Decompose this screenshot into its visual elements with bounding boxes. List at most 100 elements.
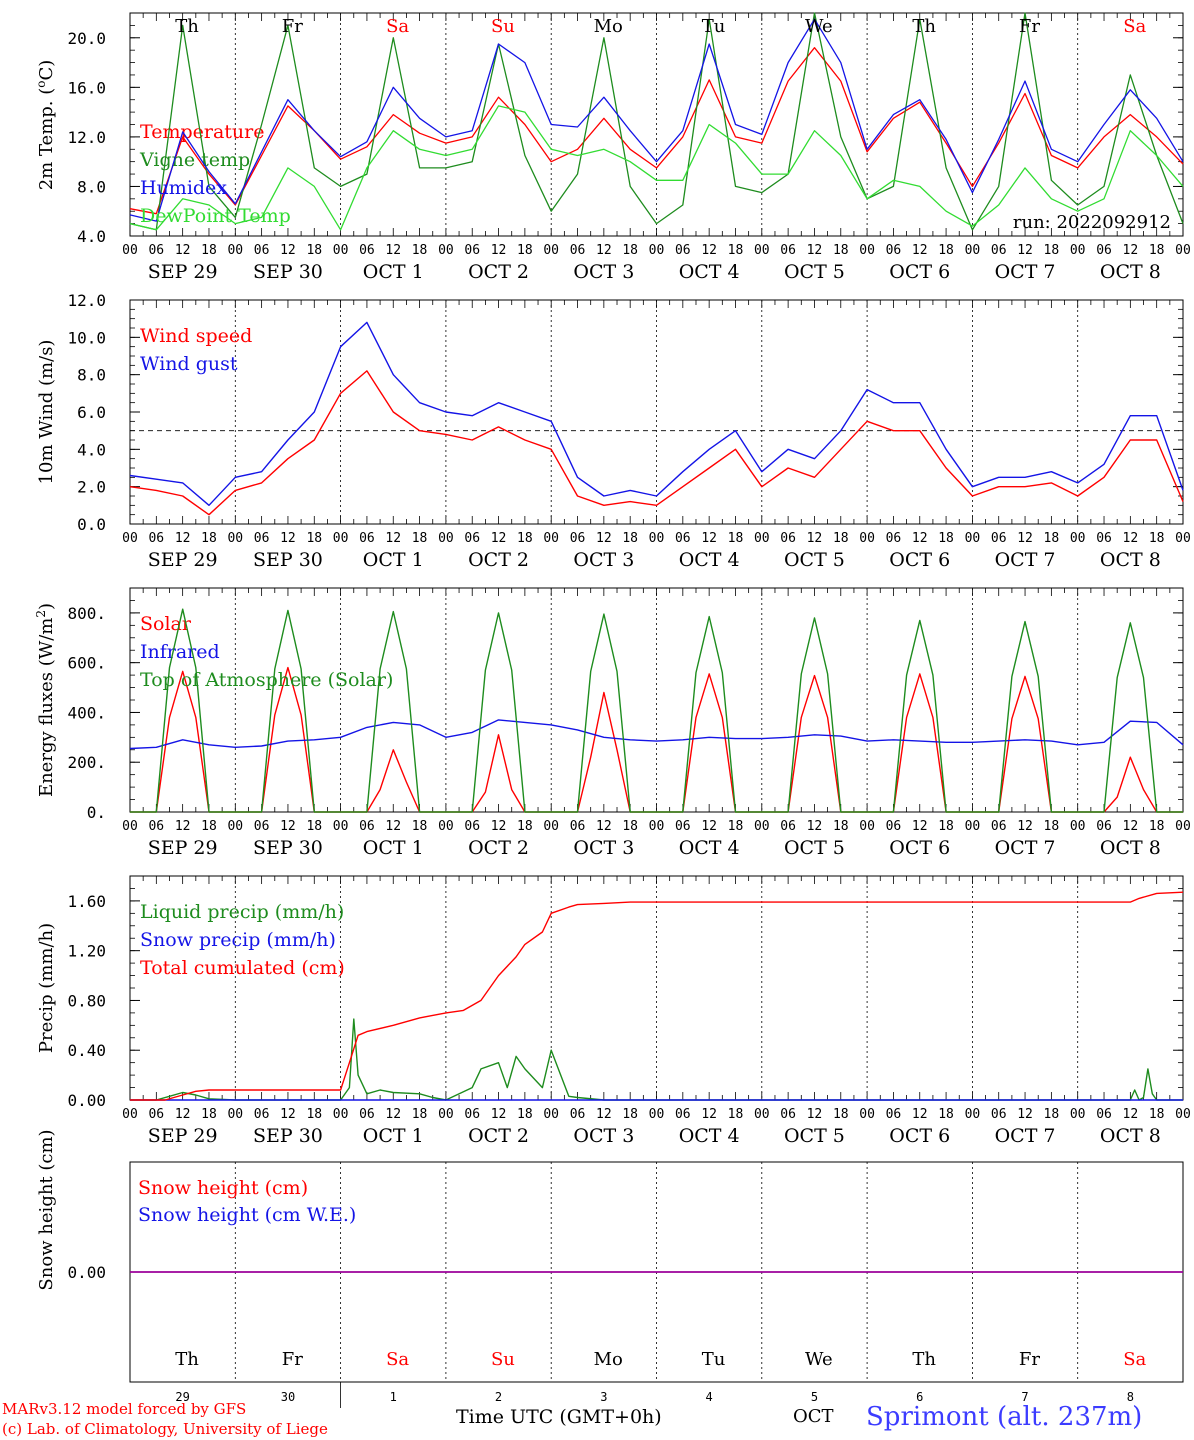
hour-label: 06 bbox=[991, 1107, 1007, 1122]
hour-label: 18 bbox=[517, 819, 533, 834]
date-label: SEP 30 bbox=[253, 837, 323, 859]
day-letter: Sa bbox=[386, 1349, 409, 1370]
day-letter: Tu bbox=[702, 1349, 726, 1370]
hour-label: 12 bbox=[1123, 531, 1139, 546]
hour-label: 18 bbox=[412, 243, 428, 258]
hour-label: 12 bbox=[385, 531, 401, 546]
station-name: Sprimont (alt. 237m) bbox=[866, 1402, 1143, 1432]
date-label: OCT 8 bbox=[1100, 549, 1161, 571]
hour-label: 06 bbox=[254, 531, 270, 546]
date-label: OCT 3 bbox=[573, 549, 634, 571]
hour-label: 06 bbox=[886, 531, 902, 546]
hour-label: 18 bbox=[1044, 243, 1060, 258]
hour-label: 00 bbox=[754, 1107, 770, 1122]
date-label: SEP 29 bbox=[148, 261, 218, 283]
day-letter: Th bbox=[175, 1349, 199, 1370]
hour-label: 06 bbox=[359, 819, 375, 834]
hour-label: 12 bbox=[1123, 243, 1139, 258]
y-axis-label: Snow height (cm) bbox=[36, 1129, 57, 1290]
hour-label: 18 bbox=[938, 243, 954, 258]
day-letter: Mo bbox=[594, 1349, 623, 1370]
hour-label: 00 bbox=[543, 531, 559, 546]
hour-label: 00 bbox=[649, 531, 665, 546]
series-line bbox=[130, 608, 1183, 813]
hour-label: 06 bbox=[886, 819, 902, 834]
date-label: OCT 3 bbox=[573, 1125, 634, 1147]
day-letter: We bbox=[805, 1349, 833, 1370]
date-label: OCT 8 bbox=[1100, 837, 1161, 859]
hour-label: 00 bbox=[754, 531, 770, 546]
hour-label: 06 bbox=[780, 243, 796, 258]
hour-label: 06 bbox=[1096, 531, 1112, 546]
hour-label: 12 bbox=[385, 1107, 401, 1122]
hour-label: 00 bbox=[965, 819, 981, 834]
legend-entry: Snow precip (mm/h) bbox=[140, 929, 336, 951]
hour-label: 18 bbox=[412, 1107, 428, 1122]
hour-label: 18 bbox=[728, 531, 744, 546]
day-number: 2 bbox=[495, 1390, 502, 1404]
hour-label: 00 bbox=[333, 1107, 349, 1122]
hour-label: 00 bbox=[122, 819, 138, 834]
hour-label: 06 bbox=[780, 531, 796, 546]
y-tick-label: 0.0 bbox=[77, 515, 106, 534]
y-tick-label: 0.00 bbox=[67, 1091, 106, 1110]
date-label: OCT 2 bbox=[468, 261, 529, 283]
hour-label: 06 bbox=[991, 819, 1007, 834]
hour-label: 00 bbox=[543, 243, 559, 258]
hour-label: 18 bbox=[201, 1107, 217, 1122]
y-tick-label: 2.0 bbox=[77, 478, 106, 497]
y-tick-label: 4.0 bbox=[77, 440, 106, 459]
hour-label: 00 bbox=[859, 1107, 875, 1122]
y-tick-label: 0.80 bbox=[67, 991, 106, 1010]
hour-label: 06 bbox=[254, 243, 270, 258]
hour-label: 18 bbox=[1044, 819, 1060, 834]
date-label: SEP 29 bbox=[148, 1125, 218, 1147]
day-number: 3 bbox=[600, 1390, 607, 1404]
day-number: 1 bbox=[390, 1390, 397, 1404]
hour-label: 00 bbox=[1070, 531, 1086, 546]
hour-label: 00 bbox=[122, 1107, 138, 1122]
date-label: OCT 8 bbox=[1100, 1125, 1161, 1147]
y-tick-label: 0.00 bbox=[67, 1263, 106, 1282]
hour-label: 12 bbox=[701, 819, 717, 834]
hour-label: 06 bbox=[359, 243, 375, 258]
y-tick-label: 12.0 bbox=[67, 291, 106, 310]
hour-label: 12 bbox=[280, 819, 296, 834]
hour-label: 00 bbox=[754, 243, 770, 258]
hour-label: 06 bbox=[254, 1107, 270, 1122]
hour-label: 00 bbox=[649, 1107, 665, 1122]
hour-label: 06 bbox=[1096, 819, 1112, 834]
day-letter: Fr bbox=[282, 1349, 303, 1370]
hour-label: 00 bbox=[438, 243, 454, 258]
hour-label: 00 bbox=[859, 819, 875, 834]
series-line bbox=[129, 321, 1184, 506]
hour-label: 06 bbox=[675, 531, 691, 546]
panel-4: 0.00 0.40 0.80 1.20 1.60 Precip (mm/h) Liquid … bbox=[36, 875, 1191, 1147]
hour-label: 00 bbox=[122, 243, 138, 258]
series-line bbox=[129, 105, 1184, 231]
day-number: 30 bbox=[281, 1390, 295, 1404]
credit-line-1: MARv3.12 model forced by GFS bbox=[2, 1400, 247, 1418]
hour-label: 18 bbox=[412, 819, 428, 834]
hour-label: 12 bbox=[491, 531, 507, 546]
y-tick-label: 10.0 bbox=[67, 328, 106, 347]
day-letter: Th bbox=[912, 16, 936, 37]
hour-label: 00 bbox=[965, 531, 981, 546]
hour-label: 12 bbox=[596, 819, 612, 834]
series-line bbox=[130, 891, 1184, 1101]
day-letter: Sa bbox=[386, 16, 409, 37]
hour-label: 18 bbox=[622, 819, 638, 834]
hour-label: 12 bbox=[175, 243, 191, 258]
hour-label: 06 bbox=[148, 243, 164, 258]
hour-label: 00 bbox=[965, 243, 981, 258]
hour-label: 06 bbox=[359, 531, 375, 546]
hour-label: 00 bbox=[227, 243, 243, 258]
day-letter: Fr bbox=[1019, 1349, 1040, 1370]
hour-label: 00 bbox=[859, 531, 875, 546]
hour-label: 18 bbox=[1149, 531, 1165, 546]
hour-label: 06 bbox=[675, 819, 691, 834]
day-letter: Fr bbox=[1019, 16, 1040, 37]
hour-label: 06 bbox=[464, 243, 480, 258]
y-tick-label: 6.0 bbox=[77, 403, 106, 422]
date-label: OCT 1 bbox=[363, 1125, 424, 1147]
